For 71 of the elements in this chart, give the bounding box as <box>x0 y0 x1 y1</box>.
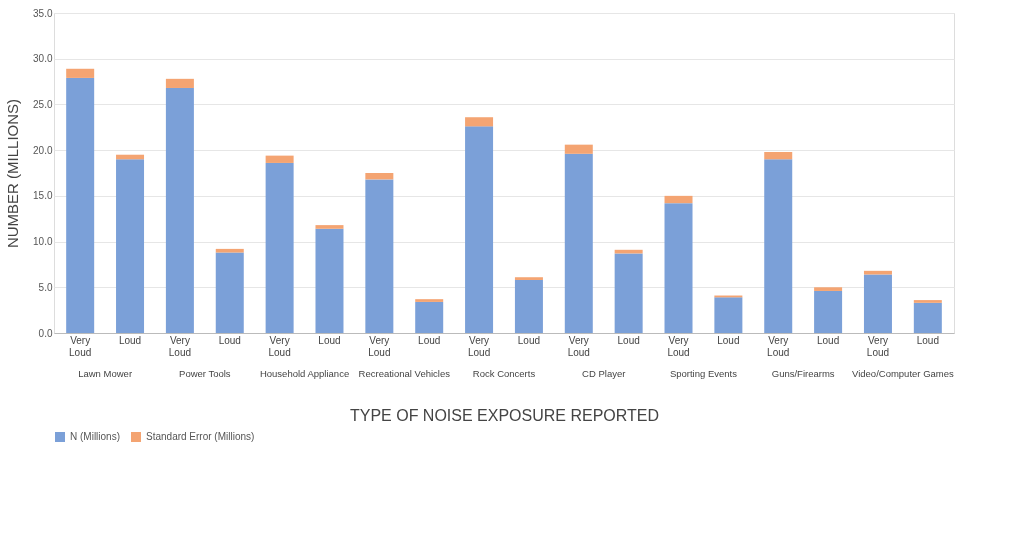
x-tick-label: Very Loud <box>168 334 192 358</box>
x-tick-label: Very Loud <box>667 334 690 358</box>
text: Recreational Vehicles <box>358 368 451 379</box>
x-tick-label: Very Loud <box>866 334 890 358</box>
y-tick-label: 15.0 <box>33 190 53 202</box>
bar <box>365 179 394 333</box>
bar <box>66 77 95 333</box>
y-tick-label: 5.0 <box>38 281 53 293</box>
x-tick-label: Loud <box>118 334 142 346</box>
x-tick-label: Very Loud <box>467 334 491 358</box>
x-tick-label: Loud <box>418 334 441 346</box>
bar <box>265 155 294 163</box>
bar <box>664 203 693 333</box>
bar <box>863 274 892 333</box>
bar <box>564 144 593 154</box>
bar <box>315 228 344 333</box>
bar <box>365 173 394 180</box>
x-tick-label: Loud <box>218 334 241 346</box>
bar <box>465 126 494 333</box>
y-tick-label: 20.0 <box>33 144 53 156</box>
text: Video/Computer Games <box>852 368 954 379</box>
text: Sporting Events <box>669 368 738 379</box>
bar <box>614 253 643 333</box>
text: Lawn Mower <box>78 368 133 379</box>
text: CD Player <box>582 368 626 379</box>
text: Household Appliance <box>259 368 350 379</box>
bar <box>913 302 942 333</box>
y-tick-label: 30.0 <box>33 53 53 65</box>
bar <box>913 300 942 303</box>
x-tick-label: Very Loud <box>69 334 92 358</box>
x-axis-title: TYPE OF NOISE EXPOSURE REPORTED <box>349 406 660 424</box>
text: Guns/Firearms <box>771 368 835 379</box>
bar <box>66 68 95 78</box>
legend-label: Standard Error (Millions) <box>146 431 255 442</box>
y-tick-label: 35.0 <box>33 7 53 19</box>
y-tick-label: 0.0 <box>38 327 53 339</box>
x-tick-label: Very Loud <box>368 334 391 358</box>
bar <box>814 287 843 291</box>
bar <box>116 159 145 333</box>
x-tick-label: Loud <box>517 334 541 346</box>
x-tick-label: Loud <box>318 334 341 346</box>
x-tick-label: Loud <box>717 334 740 346</box>
bar <box>315 225 344 229</box>
text: Rock Concerts <box>472 368 536 379</box>
bar <box>514 279 543 333</box>
x-tick-label: Very Loud <box>268 334 291 358</box>
y-axis-title: NUMBER (MILLIONS) <box>4 98 22 249</box>
bar <box>165 78 194 88</box>
bar <box>764 159 793 333</box>
bar <box>664 195 693 204</box>
text: Power Tools <box>179 368 231 379</box>
y-tick-label: 25.0 <box>33 98 53 110</box>
bar <box>814 290 843 333</box>
x-tick-label: Very Loud <box>567 334 590 358</box>
x-tick-label: Loud <box>916 334 939 346</box>
bar <box>265 162 294 333</box>
bar <box>764 151 793 160</box>
y-tick-label: 10.0 <box>33 236 53 248</box>
bar <box>514 277 543 280</box>
bar <box>465 117 494 127</box>
legend-label: N (Millions) <box>70 431 120 442</box>
bar <box>165 87 194 333</box>
bar <box>415 301 444 333</box>
bar <box>714 297 743 333</box>
x-tick-label: Very Loud <box>767 334 790 358</box>
bar <box>215 248 244 253</box>
bar <box>215 252 244 333</box>
x-tick-label: Loud <box>816 334 840 346</box>
x-tick-label: Loud <box>617 334 640 346</box>
bar <box>415 299 444 302</box>
bar <box>564 153 593 333</box>
